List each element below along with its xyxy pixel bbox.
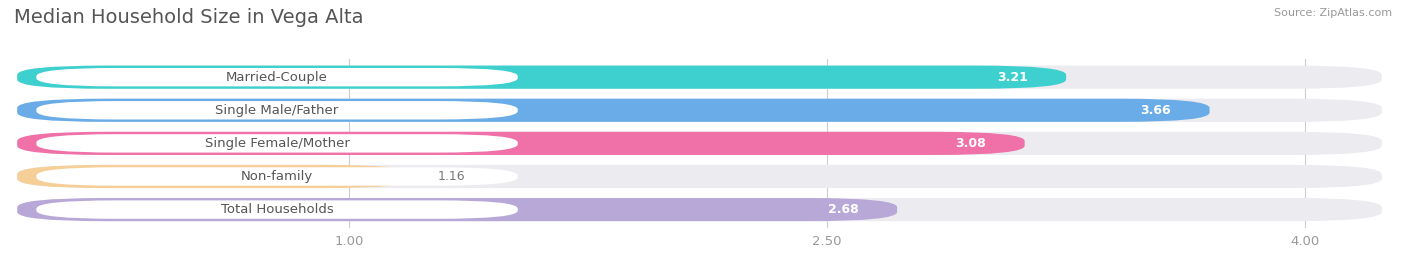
- Text: Married-Couple: Married-Couple: [226, 71, 328, 84]
- FancyBboxPatch shape: [17, 99, 1382, 122]
- FancyBboxPatch shape: [17, 198, 897, 221]
- Text: 2.68: 2.68: [828, 203, 859, 216]
- FancyBboxPatch shape: [17, 198, 1382, 221]
- Text: Single Female/Mother: Single Female/Mother: [205, 137, 350, 150]
- Text: Non-family: Non-family: [240, 170, 314, 183]
- FancyBboxPatch shape: [17, 66, 1382, 89]
- Text: Total Households: Total Households: [221, 203, 333, 216]
- Text: 3.21: 3.21: [997, 71, 1028, 84]
- FancyBboxPatch shape: [37, 101, 517, 120]
- FancyBboxPatch shape: [37, 167, 517, 186]
- Text: 1.16: 1.16: [439, 170, 465, 183]
- FancyBboxPatch shape: [37, 68, 517, 86]
- FancyBboxPatch shape: [17, 99, 1209, 122]
- Text: Single Male/Father: Single Male/Father: [215, 104, 339, 117]
- FancyBboxPatch shape: [17, 66, 1066, 89]
- Text: Median Household Size in Vega Alta: Median Household Size in Vega Alta: [14, 8, 364, 27]
- FancyBboxPatch shape: [17, 132, 1382, 155]
- Text: 3.08: 3.08: [956, 137, 987, 150]
- Text: 3.66: 3.66: [1140, 104, 1171, 117]
- FancyBboxPatch shape: [17, 165, 1382, 188]
- FancyBboxPatch shape: [37, 134, 517, 152]
- Text: Source: ZipAtlas.com: Source: ZipAtlas.com: [1274, 8, 1392, 18]
- FancyBboxPatch shape: [17, 132, 1025, 155]
- FancyBboxPatch shape: [37, 200, 517, 219]
- FancyBboxPatch shape: [17, 165, 412, 188]
